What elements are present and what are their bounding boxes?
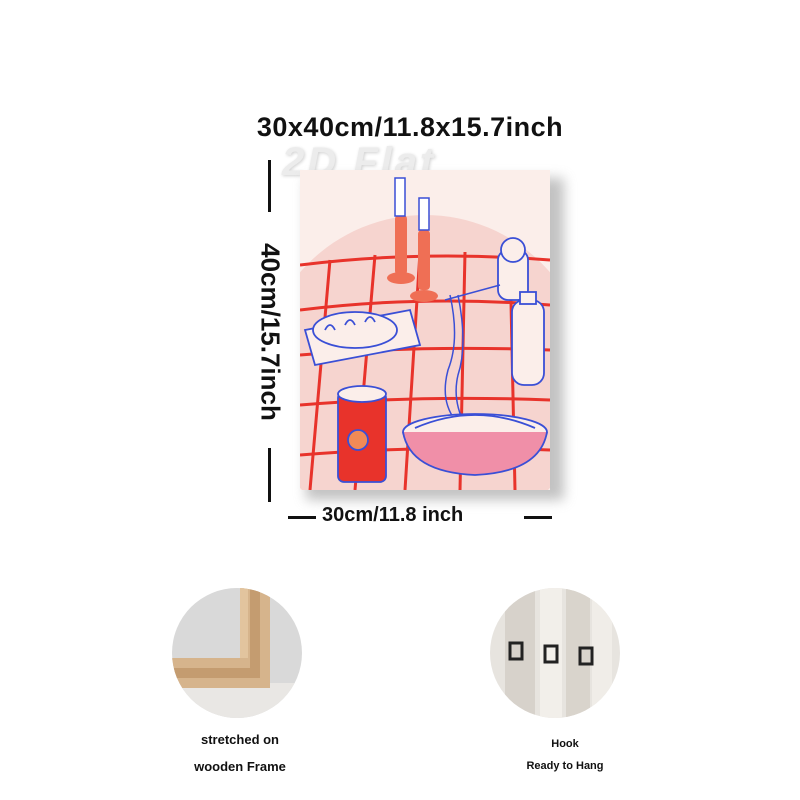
hook-caption: Hook Ready to Hang — [490, 738, 640, 772]
hook-caption-line-2: Ready to Hang — [526, 760, 604, 772]
horizontal-dimension-line-left — [288, 516, 316, 519]
dinner-table-illustration — [300, 177, 550, 490]
vertical-dimension-label: 40cm/15.7inch — [255, 243, 286, 421]
hanging-hook-photo — [490, 588, 620, 718]
canvas-artwork — [300, 170, 550, 490]
hook-caption-line-1: Hook — [551, 738, 579, 750]
horizontal-dimension-line-right — [524, 516, 552, 519]
wooden-frame-photo — [172, 588, 302, 718]
frame-caption-line-1: stretched on — [200, 732, 279, 747]
frame-caption-line-2: wooden Frame — [194, 759, 286, 774]
wooden-frame-corner-icon — [172, 588, 302, 718]
horizontal-dimension-label: 30cm/11.8 inch — [322, 504, 464, 526]
size-title: 30x40cm/11.8x15.7inch — [256, 112, 564, 142]
vertical-dimension-line-top — [268, 160, 271, 212]
hanging-hook-icon — [490, 588, 620, 718]
vertical-dimension-line-bottom — [268, 448, 271, 502]
frame-caption: stretched on wooden Frame — [160, 732, 320, 774]
